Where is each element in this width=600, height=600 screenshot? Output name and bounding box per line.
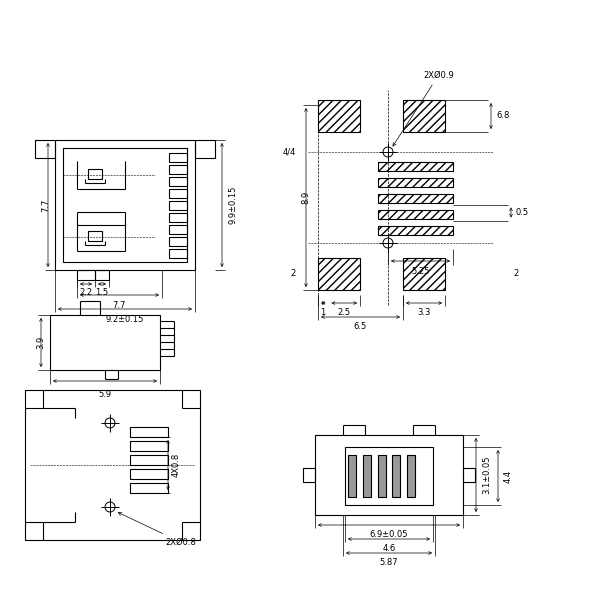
Bar <box>169 249 187 258</box>
Bar <box>377 455 386 497</box>
Text: 2XØ0.9: 2XØ0.9 <box>393 71 454 146</box>
Bar <box>169 201 187 210</box>
Text: 5.25: 5.25 <box>412 267 430 276</box>
Bar <box>378 226 453 235</box>
Bar <box>35 140 55 158</box>
Bar <box>318 100 360 132</box>
Bar <box>378 193 453 202</box>
Bar <box>55 140 195 270</box>
Bar <box>130 469 168 479</box>
Text: 1.5: 1.5 <box>95 288 109 297</box>
Text: 9.9±0.15: 9.9±0.15 <box>229 186 238 224</box>
Bar <box>130 455 168 465</box>
Bar <box>50 315 160 370</box>
Text: 8.9: 8.9 <box>301 191 310 204</box>
Text: 6.5: 6.5 <box>354 322 367 331</box>
Bar <box>169 237 187 246</box>
Text: 4.6: 4.6 <box>382 544 395 553</box>
Text: 5.87: 5.87 <box>380 558 398 567</box>
Bar <box>378 161 453 170</box>
Bar <box>130 441 168 451</box>
Bar <box>318 258 360 290</box>
Text: 1: 1 <box>320 308 326 317</box>
Bar <box>378 209 453 218</box>
Bar <box>349 455 356 497</box>
Text: 7.7: 7.7 <box>41 199 50 212</box>
Text: 4/4: 4/4 <box>283 148 296 157</box>
Bar <box>88 169 102 179</box>
Bar <box>25 390 200 540</box>
Bar <box>463 468 475 482</box>
Bar <box>169 177 187 186</box>
Bar <box>378 178 453 187</box>
Bar <box>130 483 168 493</box>
Bar <box>363 455 371 497</box>
Text: 2XØ0.8: 2XØ0.8 <box>118 512 196 547</box>
Text: 6.8: 6.8 <box>496 112 509 121</box>
Bar <box>95 270 109 280</box>
Text: 7.7: 7.7 <box>112 301 125 310</box>
Text: 0.5: 0.5 <box>516 208 529 217</box>
Text: 3.3: 3.3 <box>418 308 431 317</box>
Text: 5.9: 5.9 <box>98 390 112 399</box>
Text: 3.9: 3.9 <box>36 336 45 349</box>
Bar <box>345 447 433 505</box>
Text: 2.2: 2.2 <box>79 288 92 297</box>
Text: 4X0.8: 4X0.8 <box>172 453 181 477</box>
Bar <box>403 100 445 132</box>
Text: 2: 2 <box>291 269 296 278</box>
Bar <box>169 189 187 198</box>
Bar <box>169 213 187 222</box>
Bar <box>392 455 400 497</box>
Text: 2.5: 2.5 <box>337 308 350 317</box>
Text: 4.4: 4.4 <box>504 469 513 482</box>
Bar <box>63 148 187 262</box>
Bar <box>303 468 315 482</box>
Text: 9.2±0.15: 9.2±0.15 <box>106 315 144 324</box>
Bar <box>169 153 187 162</box>
Bar <box>315 435 463 515</box>
Bar <box>195 140 215 158</box>
Bar <box>403 258 445 290</box>
Text: 3.1±0.05: 3.1±0.05 <box>482 456 491 494</box>
Bar <box>169 225 187 234</box>
Bar <box>130 427 168 437</box>
Bar <box>88 230 102 241</box>
Text: 2: 2 <box>513 269 518 278</box>
Text: 6.9±0.05: 6.9±0.05 <box>370 530 408 539</box>
Bar <box>169 165 187 174</box>
Bar <box>77 270 95 280</box>
Bar <box>407 455 415 497</box>
